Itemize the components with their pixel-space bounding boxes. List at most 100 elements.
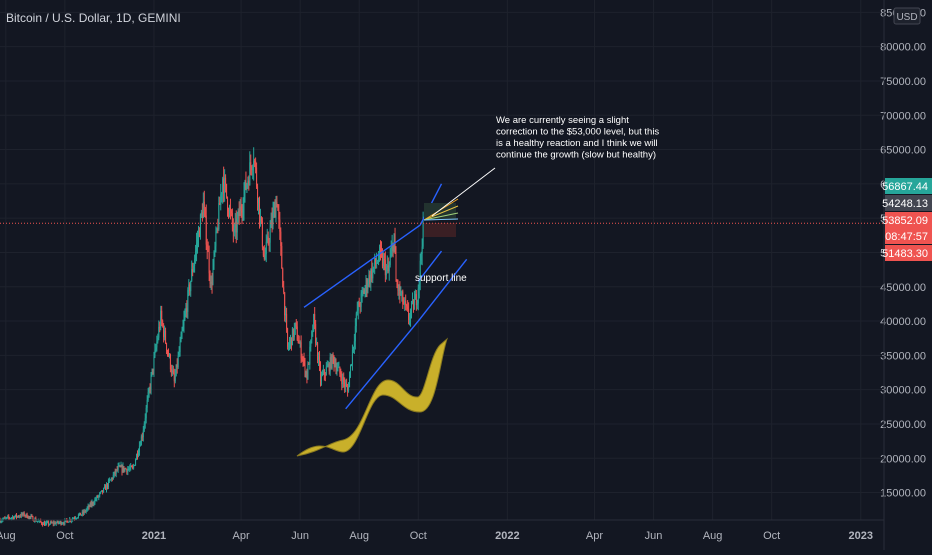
candle xyxy=(335,358,337,375)
trend-channel-line[interactable] xyxy=(345,320,419,410)
candle xyxy=(400,286,402,297)
candle xyxy=(237,208,239,225)
candle-body xyxy=(212,266,214,284)
candle-body xyxy=(45,522,47,524)
candle xyxy=(184,308,186,322)
candle xyxy=(318,352,320,367)
candle xyxy=(10,517,12,520)
candle xyxy=(291,326,293,346)
candle-body xyxy=(399,285,401,295)
candle xyxy=(320,371,322,386)
candle-body xyxy=(20,513,22,517)
candle xyxy=(131,465,133,468)
projection-arrow[interactable] xyxy=(296,337,449,457)
candle xyxy=(205,204,207,251)
candle-body xyxy=(89,503,91,507)
candle-body xyxy=(302,359,304,361)
candle-body xyxy=(310,339,312,347)
candle-body xyxy=(401,291,403,295)
candle xyxy=(95,496,97,502)
candle-body xyxy=(409,318,411,320)
candle-body xyxy=(364,288,366,294)
candle-body xyxy=(208,251,210,274)
currency-button[interactable]: USD xyxy=(893,7,921,25)
candle xyxy=(289,336,291,351)
note-line: correction to the $53,000 level, but thi… xyxy=(496,127,659,138)
candle xyxy=(172,365,174,375)
candle xyxy=(358,297,360,307)
candle xyxy=(322,364,324,376)
candle-body xyxy=(267,236,269,243)
price-label[interactable]: 56867.44 xyxy=(882,178,932,194)
candle xyxy=(324,372,326,382)
candle xyxy=(53,520,55,527)
note-line: We are currently seeing a slight xyxy=(496,115,629,126)
note-pointer[interactable] xyxy=(431,167,496,217)
candle-body xyxy=(265,241,267,255)
candle xyxy=(321,369,323,377)
candle-body xyxy=(154,349,156,357)
candle-body xyxy=(1,520,3,522)
candle xyxy=(265,234,267,263)
candle xyxy=(112,471,114,480)
trend-channel-line[interactable] xyxy=(303,224,421,308)
candle xyxy=(190,280,192,297)
candle xyxy=(260,216,262,225)
candle-body xyxy=(19,516,21,518)
candle-body xyxy=(183,319,185,326)
price-label[interactable]: 51483.30 xyxy=(882,245,932,261)
candle xyxy=(89,502,91,508)
candle-body xyxy=(257,186,259,203)
candle-body xyxy=(258,197,260,203)
candle-body xyxy=(256,167,258,187)
fan-line[interactable] xyxy=(423,218,459,221)
candle xyxy=(196,232,198,262)
candle xyxy=(201,203,203,222)
candle xyxy=(279,211,281,240)
candle-body xyxy=(146,400,148,408)
candle xyxy=(57,520,59,525)
candle xyxy=(47,520,49,527)
fan-line[interactable] xyxy=(423,212,459,221)
annotation-note[interactable]: We are currently seeing a slightcorrecti… xyxy=(496,115,659,161)
candle-body xyxy=(319,357,321,366)
candle xyxy=(84,509,86,514)
candle-body xyxy=(311,331,313,340)
candle xyxy=(257,183,259,211)
candle-body xyxy=(227,197,229,211)
candle xyxy=(91,499,93,508)
candle-body xyxy=(132,467,134,469)
candle-body xyxy=(74,518,76,520)
candle xyxy=(152,368,154,375)
fan-line[interactable] xyxy=(423,205,459,221)
candle xyxy=(209,270,211,288)
candle xyxy=(63,521,65,526)
candle-body xyxy=(390,249,392,257)
candle xyxy=(37,520,39,524)
candle xyxy=(266,228,268,244)
price-label[interactable]: 08:47:57 xyxy=(885,228,932,244)
candle-body xyxy=(27,517,29,519)
candle xyxy=(158,320,160,341)
candle xyxy=(197,230,199,254)
candle-body xyxy=(98,495,100,498)
candle-body xyxy=(151,368,153,376)
candle xyxy=(276,195,278,208)
candle xyxy=(8,514,10,520)
trend-channel-line[interactable] xyxy=(417,250,443,282)
candle xyxy=(234,213,236,239)
trend-channel-line[interactable] xyxy=(417,258,468,322)
candle xyxy=(136,450,138,460)
support-line-label[interactable]: support line xyxy=(415,273,467,284)
candle-body xyxy=(40,520,42,523)
candle xyxy=(233,223,235,237)
candle xyxy=(12,515,14,520)
candle-body xyxy=(231,213,233,225)
price-label[interactable]: 54248.13 xyxy=(882,195,932,211)
price-label[interactable]: 53852.09 xyxy=(882,212,932,228)
candle-body xyxy=(412,300,414,310)
candle xyxy=(149,383,151,394)
